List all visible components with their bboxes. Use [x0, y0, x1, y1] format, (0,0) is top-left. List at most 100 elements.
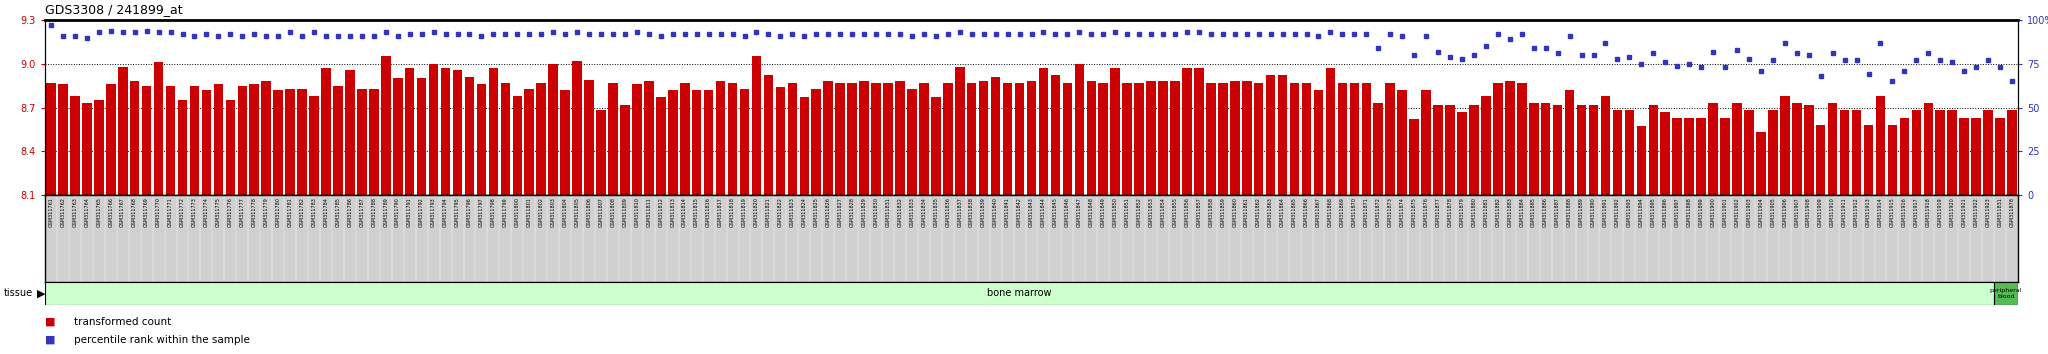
Text: GSM311889: GSM311889: [1579, 198, 1583, 227]
Bar: [1602, 96, 1610, 195]
Text: GSM311883: GSM311883: [1507, 198, 1511, 228]
Bar: [633, 84, 641, 195]
Bar: [655, 97, 666, 195]
Bar: [1182, 68, 1192, 195]
Bar: [788, 83, 797, 195]
Bar: [1026, 81, 1036, 195]
Bar: [285, 88, 295, 195]
Text: GSM311821: GSM311821: [766, 198, 770, 228]
Text: GSM311762: GSM311762: [61, 198, 66, 228]
Text: GSM311867: GSM311867: [1317, 198, 1321, 228]
Text: GSM311814: GSM311814: [682, 198, 688, 228]
Text: GSM311839: GSM311839: [981, 198, 987, 227]
Bar: [1565, 90, 1575, 195]
Text: GSM311882: GSM311882: [1495, 198, 1501, 228]
Bar: [1673, 118, 1681, 195]
Bar: [1098, 83, 1108, 195]
Bar: [717, 81, 725, 195]
Bar: [322, 68, 332, 195]
Text: GSM311825: GSM311825: [813, 198, 819, 228]
Bar: [1960, 118, 1968, 195]
Bar: [1649, 104, 1659, 195]
Bar: [1829, 103, 1837, 195]
Bar: [47, 83, 55, 195]
Text: GSM311901: GSM311901: [1722, 198, 1729, 227]
Text: GSM311911: GSM311911: [1841, 198, 1847, 227]
Bar: [1468, 104, 1479, 195]
Bar: [369, 88, 379, 195]
Text: GSM311794: GSM311794: [442, 198, 449, 227]
Bar: [1911, 110, 1921, 195]
Text: GSM311920: GSM311920: [1950, 198, 1954, 227]
Text: GSM311791: GSM311791: [408, 198, 412, 227]
Bar: [1384, 83, 1395, 195]
Bar: [907, 88, 918, 195]
Bar: [1159, 81, 1167, 195]
Text: GSM311856: GSM311856: [1184, 198, 1190, 228]
Bar: [979, 81, 989, 195]
Bar: [1063, 83, 1073, 195]
Text: GSM311802: GSM311802: [539, 198, 543, 228]
Bar: [752, 56, 762, 195]
Bar: [991, 77, 999, 195]
Bar: [1995, 282, 2017, 305]
Text: GSM311790: GSM311790: [395, 198, 399, 227]
Text: GSM311853: GSM311853: [1149, 198, 1153, 228]
Bar: [1051, 75, 1061, 195]
Bar: [1206, 83, 1217, 195]
Bar: [453, 70, 463, 195]
Text: GSM311871: GSM311871: [1364, 198, 1368, 228]
Text: GSM311837: GSM311837: [956, 198, 963, 228]
Bar: [967, 83, 977, 195]
Bar: [94, 100, 104, 195]
Bar: [129, 81, 139, 195]
Bar: [680, 83, 690, 195]
Text: GSM311921: GSM311921: [1962, 198, 1966, 227]
Text: GSM311826: GSM311826: [825, 198, 831, 228]
Bar: [1169, 81, 1180, 195]
Bar: [166, 86, 176, 195]
Text: GSM311897: GSM311897: [1675, 198, 1679, 227]
Text: GSM311796: GSM311796: [467, 198, 471, 227]
Text: GSM311824: GSM311824: [803, 198, 807, 228]
Bar: [537, 83, 547, 195]
Text: GSM311857: GSM311857: [1196, 198, 1202, 228]
Bar: [1362, 83, 1370, 195]
Bar: [70, 96, 80, 195]
Text: GSM311918: GSM311918: [1925, 198, 1931, 227]
Bar: [942, 83, 952, 195]
Text: GSM311833: GSM311833: [909, 198, 913, 228]
Text: GSM311907: GSM311907: [1794, 198, 1800, 227]
Text: GSM311838: GSM311838: [969, 198, 975, 228]
Bar: [1683, 118, 1694, 195]
Bar: [1780, 96, 1790, 195]
Bar: [1876, 96, 1886, 195]
Text: GSM311906: GSM311906: [1782, 198, 1788, 227]
Bar: [524, 88, 535, 195]
Text: GSM311769: GSM311769: [143, 198, 150, 227]
Text: GSM311917: GSM311917: [1915, 198, 1919, 227]
Bar: [1110, 68, 1120, 195]
Text: GSM311885: GSM311885: [1532, 198, 1536, 228]
Bar: [190, 86, 199, 195]
Bar: [883, 83, 893, 195]
Text: GSM311800: GSM311800: [514, 198, 520, 228]
Text: GSM311784: GSM311784: [324, 198, 328, 228]
Bar: [705, 90, 713, 195]
Bar: [1194, 68, 1204, 195]
Text: GSM311860: GSM311860: [1233, 198, 1237, 228]
Bar: [895, 81, 905, 195]
Bar: [1720, 118, 1731, 195]
Text: GSM311894: GSM311894: [1638, 198, 1645, 227]
Text: GSM311862: GSM311862: [1255, 198, 1262, 228]
Bar: [1374, 103, 1382, 195]
Bar: [1266, 75, 1276, 195]
Bar: [643, 81, 653, 195]
Text: bone marrow: bone marrow: [987, 289, 1053, 298]
Bar: [238, 86, 248, 195]
Bar: [297, 88, 307, 195]
Text: GSM311816: GSM311816: [707, 198, 711, 228]
Text: GSM311863: GSM311863: [1268, 198, 1274, 228]
Bar: [82, 103, 92, 195]
Text: ■: ■: [45, 317, 55, 327]
